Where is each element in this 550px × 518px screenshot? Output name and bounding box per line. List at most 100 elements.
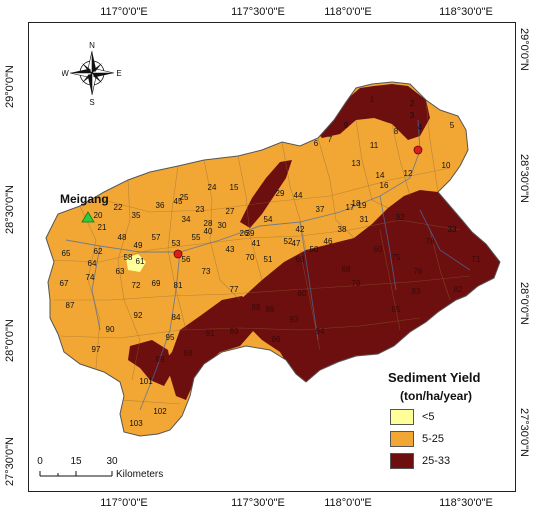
subbasin-label: 88: [252, 303, 261, 312]
legend-item-low: <5: [390, 409, 435, 425]
station-marker: [81, 211, 95, 223]
legend-label: 5-25: [422, 433, 445, 445]
subbasin-label: 4: [418, 123, 423, 132]
station-label: Meigang: [60, 192, 109, 206]
legend-swatch: [390, 431, 414, 447]
compass-n: N: [89, 41, 95, 50]
subbasin-label: 72: [132, 281, 141, 290]
subbasin-label: 89: [230, 327, 239, 336]
north-arrow: N S E W: [61, 40, 122, 107]
subbasin-label: 17: [346, 203, 355, 212]
subbasin-label: 20: [94, 211, 103, 220]
subbasin-label: 33: [448, 225, 457, 234]
subbasin-label: 93: [290, 315, 299, 324]
legend-item-moderate: 5-25: [390, 431, 444, 447]
subbasin-label: 86: [266, 305, 275, 314]
scale-bar-graphic: [39, 471, 113, 477]
subbasin-label: 101: [139, 377, 153, 386]
subbasin-label: 19: [358, 201, 367, 210]
subbasin-label: 46: [324, 237, 333, 246]
subbasin-label: 57: [152, 233, 161, 242]
subbasin-label: 32: [396, 213, 405, 222]
subbasin-label: 83: [412, 287, 421, 296]
outlet-point: [173, 249, 183, 259]
subbasin-label: 69: [152, 279, 161, 288]
subbasin-label: 61: [136, 257, 145, 266]
subbasin-label: 79: [352, 279, 361, 288]
subbasin-label: 9: [344, 121, 349, 130]
subbasin-label: 87: [66, 301, 75, 310]
subbasin-label: 56: [182, 255, 191, 264]
subbasin-label: 60: [374, 245, 383, 254]
subbasin-label: 36: [156, 201, 165, 210]
legend-label: 25-33: [422, 455, 451, 467]
subbasin-label: 41: [252, 239, 261, 248]
subbasin-label: 63: [116, 267, 125, 276]
top-tick-label: 117°0'0"E: [100, 6, 148, 18]
subbasin-label: 50: [310, 245, 319, 254]
subbasin-label: 24: [208, 183, 217, 192]
subbasin-label: 55: [192, 233, 201, 242]
subbasin-label: 40: [204, 227, 213, 236]
subbasin-label: 53: [172, 239, 181, 248]
subbasin-label: 25: [180, 193, 189, 202]
subbasin-label: 5: [450, 121, 455, 130]
compass-e: E: [116, 69, 121, 78]
subbasin-label: 38: [338, 225, 347, 234]
subbasin-label: 3: [410, 111, 415, 120]
scale-bar: 0 15 30 Kilometers: [37, 456, 168, 486]
bottom-tick-label: 117°0'0"E: [100, 497, 148, 509]
subbasin-label: 97: [92, 345, 101, 354]
subbasin-label: 64: [88, 259, 97, 268]
subbasin-label: 8: [394, 127, 399, 136]
subbasin-label: 6: [314, 139, 319, 148]
subbasin-label: 91: [206, 329, 215, 338]
top-tick-label: 117°30'0"E: [231, 6, 285, 18]
bottom-tick-label: 118°0'0"E: [324, 497, 372, 509]
subbasin-label: 98: [184, 349, 193, 358]
legend-title: Sediment Yield: [388, 370, 481, 385]
subbasin-label: 78: [426, 237, 435, 246]
subbasin-label: 39: [246, 229, 255, 238]
subbasin-label: 1: [370, 95, 375, 104]
subbasin-label: 34: [182, 215, 191, 224]
subbasin-label: 21: [98, 223, 107, 232]
top-tick-label: 118°30'0"E: [439, 6, 493, 18]
legend-unit: (ton/ha/year): [400, 389, 473, 403]
subbasin-label: 66: [296, 255, 305, 264]
scale-tick: 0: [37, 456, 43, 467]
subbasin-label: 77: [230, 285, 239, 294]
outlet-point: [413, 145, 423, 155]
subbasin-label: 15: [230, 183, 239, 192]
subbasin-label: 84: [172, 313, 181, 322]
compass-w: W: [62, 69, 69, 78]
subbasin-label: 65: [62, 249, 71, 258]
subbasin-label: 44: [294, 191, 303, 200]
scale-unit: Kilometers: [116, 469, 164, 480]
subbasin-label: 71: [472, 255, 481, 264]
top-tick-label: 118°0'0"E: [324, 6, 372, 18]
bottom-tick-label: 117°30'0"E: [231, 497, 285, 509]
subbasin-label: 49: [134, 241, 143, 250]
subbasin-label: 80: [298, 289, 307, 298]
subbasin-label: 76: [414, 267, 423, 276]
subbasin-label: 73: [202, 267, 211, 276]
subbasin-label: 18: [352, 199, 361, 208]
subbasin-label: 14: [376, 171, 385, 180]
bottom-tick-label: 118°30'0"E: [439, 497, 493, 509]
subbasin-label: 31: [360, 215, 369, 224]
subbasin-label: 67: [60, 279, 69, 288]
subbasin-label: 96: [272, 335, 281, 344]
subbasin-label: 29: [276, 189, 285, 198]
subbasin-label: 62: [94, 247, 103, 256]
subbasin-label: 85: [392, 305, 401, 314]
subbasin-label: 102: [153, 407, 167, 416]
subbasin-label: 10: [442, 161, 451, 170]
subbasin-label: 74: [86, 273, 95, 282]
subbasin-label: 90: [106, 325, 115, 334]
subbasin-label: 27: [226, 207, 235, 216]
subbasin-label: 42: [296, 225, 305, 234]
subbasin-label: 30: [218, 221, 227, 230]
subbasin-label: 37: [316, 205, 325, 214]
